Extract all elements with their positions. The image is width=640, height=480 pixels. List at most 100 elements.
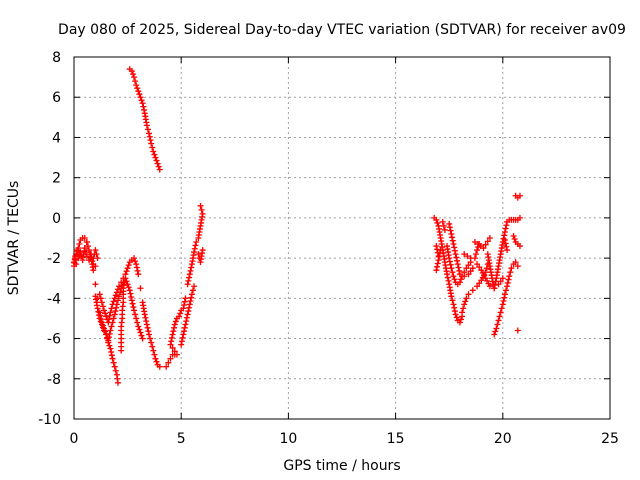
point-marker [121,279,128,286]
point-marker [499,275,506,282]
point-marker [469,265,476,272]
point-marker [116,283,123,290]
point-marker [168,338,175,345]
point-marker [140,103,147,110]
point-marker [98,299,105,306]
point-marker [83,253,90,260]
point-marker [446,224,453,231]
point-marker [132,258,139,265]
point-marker [188,264,195,271]
series-arc-early-cluster [71,245,101,270]
point-marker [169,344,176,351]
point-marker [434,263,441,270]
plot-frame [73,56,611,420]
point-marker [108,352,115,359]
point-marker [436,253,443,260]
point-marker [453,254,460,261]
y-tick-label: -10 [38,412,61,428]
point-marker [176,313,183,320]
point-marker [130,304,137,311]
point-marker [456,271,463,278]
point-marker [163,363,170,370]
point-marker [483,265,490,272]
point-marker [516,214,523,221]
point-marker [184,311,191,318]
point-marker [103,313,110,320]
x-tick-label: 10 [279,431,297,447]
point-marker [186,271,193,278]
point-marker [178,338,185,345]
point-marker [476,264,483,271]
point-marker [106,330,113,337]
point-marker [182,295,189,302]
point-marker [81,235,88,241]
point-marker [433,243,440,250]
point-marker [510,232,517,239]
point-marker [448,293,455,300]
point-marker [435,257,442,264]
point-marker [441,226,448,233]
point-marker [129,300,136,307]
point-marker [503,287,510,294]
point-marker [96,315,103,322]
point-marker [135,88,142,95]
point-marker [457,316,464,323]
point-marker [135,271,142,278]
point-marker [456,279,463,286]
point-marker [137,285,144,292]
point-marker [436,250,443,257]
point-marker [113,289,120,296]
point-marker [473,251,479,258]
point-marker [512,259,519,266]
point-marker [463,265,470,272]
point-marker [127,290,134,297]
point-marker [189,287,196,294]
point-marker [171,324,178,331]
point-marker [123,268,130,275]
point-marker [92,281,99,288]
point-marker [154,160,161,167]
point-marker [452,311,459,318]
point-marker [73,261,80,268]
point-marker [465,271,472,278]
y-tick-labels: -10 -8 -6 -4 -2 0 2 4 6 8 [38,50,61,428]
point-marker [171,348,178,355]
point-marker [437,247,444,254]
point-marker [151,151,158,158]
point-marker [185,308,192,315]
point-marker [146,133,153,140]
point-marker [110,359,117,366]
point-marker [183,318,190,325]
point-marker [132,78,139,85]
series-arc-evening-f [491,259,521,338]
x-tick-label: 25 [601,431,619,447]
series-arc-evening-e [484,214,523,292]
y-tick-label: -8 [47,372,61,388]
point-marker [109,355,116,362]
point-marker [131,255,138,262]
point-marker [514,327,521,334]
point-marker [171,321,178,328]
series-arc-evening-c [446,220,506,292]
x-tick-label: 15 [387,431,405,447]
point-marker [449,234,456,241]
point-marker [125,284,132,291]
point-marker [109,301,116,308]
point-marker [173,351,180,358]
point-marker [193,239,200,246]
point-marker [170,328,177,335]
point-marker [495,317,502,324]
point-marker [186,304,193,311]
point-marker [495,281,502,288]
point-marker [110,298,117,305]
point-marker [482,269,489,276]
point-marker [124,281,131,288]
series-arc-recovery [163,307,185,370]
point-marker [439,218,446,225]
point-marker [461,273,468,280]
point-marker [139,335,146,342]
point-marker [148,339,155,346]
point-marker [185,277,192,284]
point-marker [133,264,140,271]
